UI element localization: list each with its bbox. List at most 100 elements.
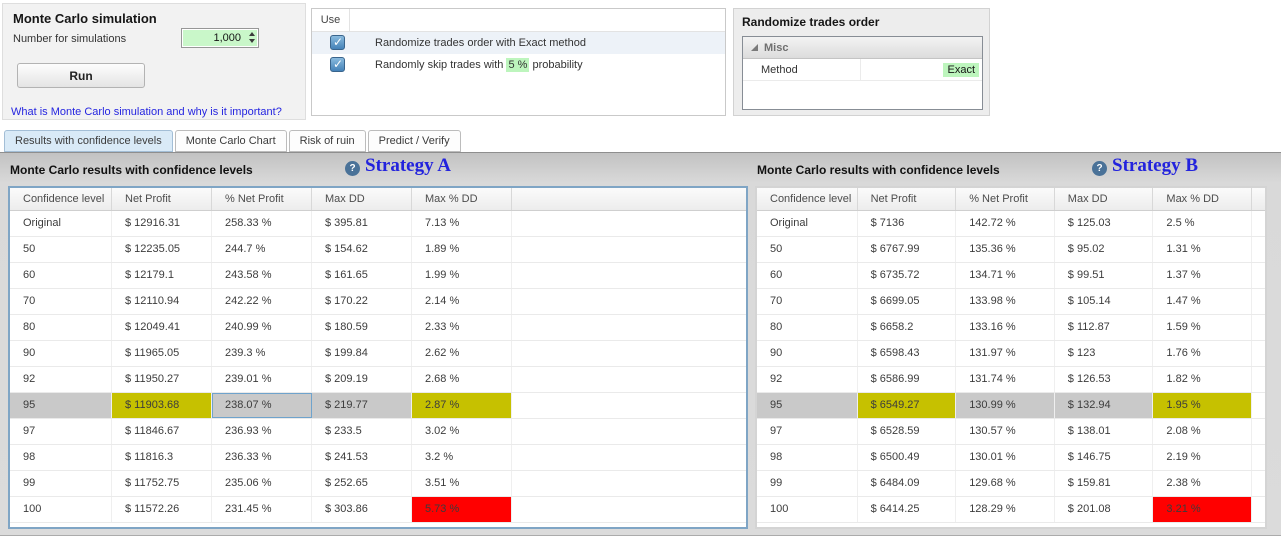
table-row-92[interactable]: 92 $ 11950.27 239.01 % $ 209.19 2.68 % <box>10 367 746 393</box>
simulations-count-input[interactable]: 1,000 <box>181 28 259 48</box>
table-row-100[interactable]: 100 $ 6414.25 128.29 % $ 201.08 3.21 % <box>757 497 1265 523</box>
section-title: Monte Carlo results with confidence leve… <box>757 163 1000 177</box>
table-row-50[interactable]: 50 $ 12235.05 244.7 % $ 154.62 1.89 % <box>10 237 746 263</box>
column-header-confidence-level[interactable]: Confidence level <box>10 188 112 210</box>
cell-level: 50 <box>757 237 858 262</box>
cell-max-dd: $ 132.94 <box>1054 393 1154 418</box>
probability-value: 5 % <box>506 58 530 72</box>
tab-predict-verify[interactable]: Predict / Verify <box>367 130 461 152</box>
method-value[interactable]: Exact <box>943 62 979 77</box>
column-header-max-dd[interactable]: Max DD <box>1055 188 1154 210</box>
group-label: Misc <box>764 41 789 54</box>
cell-net-profit: $ 11572.26 <box>112 497 212 522</box>
randomize-panel-title: Randomize trades order <box>742 15 880 29</box>
help-icon[interactable]: ? <box>345 161 360 176</box>
cell-filler <box>1252 211 1265 236</box>
options-header-row: Use <box>312 9 725 32</box>
table-row-95[interactable]: 95 $ 11903.68 238.07 % $ 219.77 2.87 % <box>10 393 746 419</box>
cell-level: 100 <box>757 497 858 522</box>
table-row-98[interactable]: 98 $ 6500.49 130.01 % $ 146.75 2.19 % <box>757 445 1265 471</box>
results-area: Monte Carlo results with confidence leve… <box>0 152 1281 536</box>
cell-max-pct-dd: 2.87 % <box>412 393 512 418</box>
tab-results-with-confidence-levels[interactable]: Results with confidence levels <box>4 130 173 152</box>
cell-pct-net-profit: 130.01 % <box>956 445 1055 470</box>
cell-max-dd: $ 105.14 <box>1055 289 1154 314</box>
cell-max-pct-dd: 2.19 % <box>1153 445 1253 470</box>
table-row-70[interactable]: 70 $ 12110.94 242.22 % $ 170.22 2.14 % <box>10 289 746 315</box>
run-button[interactable]: Run <box>17 63 145 88</box>
cell-net-profit: $ 6598.43 <box>858 341 957 366</box>
table-row-97[interactable]: 97 $ 11846.67 236.93 % $ 233.5 3.02 % <box>10 419 746 445</box>
cell-net-profit: $ 12049.41 <box>112 315 212 340</box>
cell-level: 50 <box>10 237 112 262</box>
column-header-filler <box>1252 188 1265 210</box>
column-header-net-profit[interactable]: Net Profit <box>858 188 957 210</box>
cell-max-dd: $ 303.86 <box>312 497 412 522</box>
table-row-original[interactable]: Original $ 7136 142.72 % $ 125.03 2.5 % <box>757 211 1265 237</box>
cell-max-pct-dd: 1.99 % <box>412 263 512 288</box>
table-row-80[interactable]: 80 $ 12049.41 240.99 % $ 180.59 2.33 % <box>10 315 746 341</box>
column-header-confidence-level[interactable]: Confidence level <box>757 188 858 210</box>
cell-net-profit: $ 6549.27 <box>857 393 957 418</box>
cell-net-profit: $ 7136 <box>858 211 957 236</box>
cell-filler <box>1252 497 1265 522</box>
cell-filler <box>512 393 746 418</box>
cell-level: 92 <box>757 367 858 392</box>
method-value-cell[interactable]: Exact <box>861 59 982 80</box>
cell-max-pct-dd: 3.02 % <box>412 419 512 444</box>
cell-net-profit: $ 12916.31 <box>112 211 212 236</box>
spin-up-icon[interactable] <box>249 32 255 36</box>
table-row-99[interactable]: 99 $ 6484.09 129.68 % $ 159.81 2.38 % <box>757 471 1265 497</box>
cell-pct-net-profit: 238.07 % <box>212 393 312 418</box>
cell-level: 92 <box>10 367 112 392</box>
table-row-70[interactable]: 70 $ 6699.05 133.98 % $ 105.14 1.47 % <box>757 289 1265 315</box>
table-row-100[interactable]: 100 $ 11572.26 231.45 % $ 303.86 5.73 % <box>10 497 746 523</box>
simulations-count-label: Number for simulations <box>13 33 127 45</box>
column-header-net-profit[interactable]: % Net Profit <box>956 188 1055 210</box>
misc-group-header[interactable]: Misc <box>743 37 982 59</box>
checkbox-checked-icon[interactable] <box>330 57 345 72</box>
column-header-max-dd[interactable]: Max DD <box>312 188 412 210</box>
table-row-60[interactable]: 60 $ 6735.72 134.71 % $ 99.51 1.37 % <box>757 263 1265 289</box>
tab-monte-carlo-chart[interactable]: Monte Carlo Chart <box>174 130 287 152</box>
column-header-max-dd[interactable]: Max % DD <box>412 188 512 210</box>
cell-level: 97 <box>757 419 858 444</box>
spinner-arrows[interactable] <box>249 32 255 43</box>
what-is-monte-carlo-link[interactable]: What is Monte Carlo simulation and why i… <box>11 106 282 118</box>
table-row-80[interactable]: 80 $ 6658.2 133.16 % $ 112.87 1.59 % <box>757 315 1265 341</box>
cell-max-dd: $ 252.65 <box>312 471 412 496</box>
option-row-1[interactable]: Randomize trades order with Exact method <box>312 32 725 54</box>
cell-max-pct-dd: 3.51 % <box>412 471 512 496</box>
cell-filler <box>512 497 746 522</box>
table-row-97[interactable]: 97 $ 6528.59 130.57 % $ 138.01 2.08 % <box>757 419 1265 445</box>
cell-max-pct-dd: 1.37 % <box>1153 263 1253 288</box>
table-row-90[interactable]: 90 $ 11965.05 239.3 % $ 199.84 2.62 % <box>10 341 746 367</box>
cell-max-pct-dd: 5.73 % <box>412 497 512 522</box>
table-row-95[interactable]: 95 $ 6549.27 130.99 % $ 132.94 1.95 % <box>757 393 1265 419</box>
cell-max-dd: $ 138.01 <box>1055 419 1154 444</box>
column-header-filler <box>512 188 746 210</box>
table-row-90[interactable]: 90 $ 6598.43 131.97 % $ 123 1.76 % <box>757 341 1265 367</box>
column-header-net-profit[interactable]: Net Profit <box>112 188 212 210</box>
cell-pct-net-profit: 128.29 % <box>956 497 1055 522</box>
method-property-row[interactable]: Method Exact <box>743 59 982 81</box>
help-icon[interactable]: ? <box>1092 161 1107 176</box>
cell-net-profit: $ 6484.09 <box>858 471 957 496</box>
cell-max-pct-dd: 1.31 % <box>1153 237 1253 262</box>
option-row-2[interactable]: Randomly skip trades with 5 % probabilit… <box>312 54 725 76</box>
column-header-max-dd[interactable]: Max % DD <box>1153 188 1253 210</box>
checkbox-checked-icon[interactable] <box>330 35 345 50</box>
cell-filler <box>512 341 746 366</box>
cell-max-pct-dd: 2.08 % <box>1153 419 1253 444</box>
cell-pct-net-profit: 134.71 % <box>956 263 1055 288</box>
tab-risk-of-ruin[interactable]: Risk of ruin <box>288 130 366 152</box>
spin-down-icon[interactable] <box>249 39 255 43</box>
table-row-99[interactable]: 99 $ 11752.75 235.06 % $ 252.65 3.51 % <box>10 471 746 497</box>
column-header-net-profit[interactable]: % Net Profit <box>212 188 312 210</box>
table-row-98[interactable]: 98 $ 11816.3 236.33 % $ 241.53 3.2 % <box>10 445 746 471</box>
table-row-60[interactable]: 60 $ 12179.1 243.58 % $ 161.65 1.99 % <box>10 263 746 289</box>
cell-max-dd: $ 161.65 <box>312 263 412 288</box>
table-row-92[interactable]: 92 $ 6586.99 131.74 % $ 126.53 1.82 % <box>757 367 1265 393</box>
table-row-50[interactable]: 50 $ 6767.99 135.36 % $ 95.02 1.31 % <box>757 237 1265 263</box>
table-row-original[interactable]: Original $ 12916.31 258.33 % $ 395.81 7.13 % <box>10 211 746 237</box>
